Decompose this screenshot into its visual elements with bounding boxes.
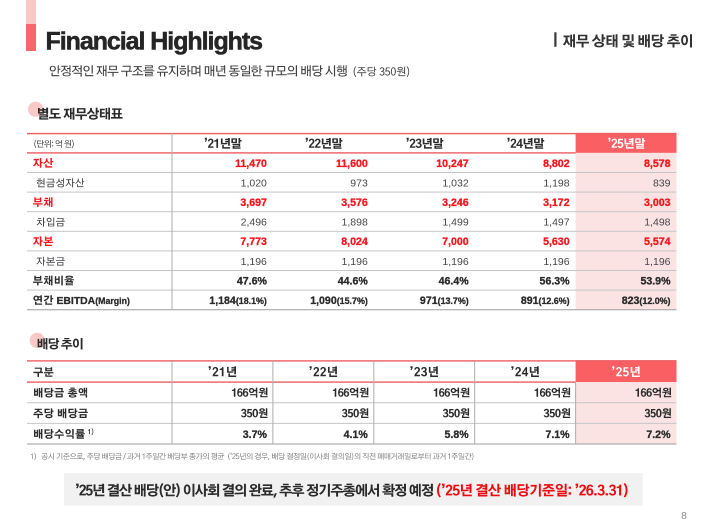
svg-text:1,032: 1,032: [442, 177, 468, 189]
svg-text:5.8%: 5.8%: [445, 429, 470, 441]
svg-text:3,003: 3,003: [644, 197, 671, 209]
svg-text:8,024: 8,024: [341, 236, 368, 248]
svg-text:8,578: 8,578: [644, 158, 671, 170]
svg-text:5,574: 5,574: [644, 236, 671, 248]
svg-text:3,697: 3,697: [240, 197, 267, 209]
svg-text:8,802: 8,802: [543, 158, 570, 170]
svg-text:971(13.7%): 971(13.7%): [420, 295, 469, 307]
svg-text:47.6%: 47.6%: [237, 275, 268, 287]
svg-text:1,184(18.1%): 1,184(18.1%): [209, 295, 267, 307]
svg-text:1,196: 1,196: [442, 256, 468, 268]
svg-text:1,499: 1,499: [442, 217, 468, 229]
svg-text:1,497: 1,497: [543, 217, 569, 229]
svg-text:8: 8: [681, 511, 687, 522]
svg-text:973: 973: [350, 177, 368, 189]
svg-text:Financial Highlights: Financial Highlights: [46, 27, 263, 55]
svg-text:1,196: 1,196: [342, 256, 368, 268]
svg-text:823(12.0%): 823(12.0%): [622, 295, 671, 307]
svg-text:4.1%: 4.1%: [344, 429, 369, 441]
svg-text:11,470: 11,470: [235, 158, 267, 170]
svg-text:5,630: 5,630: [543, 236, 570, 248]
svg-text:1,196: 1,196: [543, 256, 569, 268]
svg-text:EBITDA(Margin): EBITDA(Margin): [57, 296, 130, 307]
svg-text:891(12.6%): 891(12.6%): [521, 295, 570, 307]
svg-text:839: 839: [653, 177, 671, 189]
svg-text:2,496: 2,496: [241, 217, 267, 229]
svg-text:1,196: 1,196: [644, 256, 670, 268]
svg-text:7,773: 7,773: [240, 236, 267, 248]
svg-text:1,090(15.7%): 1,090(15.7%): [310, 295, 368, 307]
svg-text:10,247: 10,247: [436, 158, 469, 170]
svg-text:7.1%: 7.1%: [545, 429, 570, 441]
svg-text:3,246: 3,246: [442, 197, 469, 209]
svg-text:3.7%: 3.7%: [243, 429, 268, 441]
svg-text:3,172: 3,172: [543, 197, 570, 209]
svg-text:53.9%: 53.9%: [640, 275, 671, 287]
svg-text:1,498: 1,498: [644, 217, 670, 229]
svg-text:1,020: 1,020: [241, 177, 267, 189]
svg-text:1,198: 1,198: [543, 177, 569, 189]
svg-text:11,600: 11,600: [336, 158, 368, 170]
svg-text:1,196: 1,196: [241, 256, 267, 268]
svg-text:44.6%: 44.6%: [338, 275, 369, 287]
svg-text:46.4%: 46.4%: [439, 275, 470, 287]
svg-text:7,000: 7,000: [442, 236, 469, 248]
svg-text:7.2%: 7.2%: [646, 429, 671, 441]
svg-text:3,576: 3,576: [341, 197, 368, 209]
svg-text:56.3%: 56.3%: [540, 275, 571, 287]
svg-text:1,898: 1,898: [342, 217, 368, 229]
